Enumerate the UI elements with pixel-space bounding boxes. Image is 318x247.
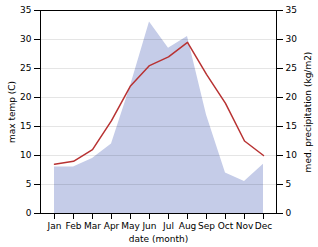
svg-text:25: 25 <box>20 63 31 73</box>
svg-text:date (month): date (month) <box>129 234 188 244</box>
svg-text:max temp (C): max temp (C) <box>7 81 17 143</box>
svg-text:25: 25 <box>286 63 297 73</box>
svg-text:Apr: Apr <box>104 221 120 231</box>
svg-text:20: 20 <box>286 92 298 102</box>
svg-text:Jul: Jul <box>162 221 174 231</box>
svg-text:10: 10 <box>286 150 298 160</box>
svg-text:Oct: Oct <box>218 221 234 231</box>
svg-text:15: 15 <box>286 121 297 131</box>
svg-text:0: 0 <box>26 208 32 218</box>
svg-text:0: 0 <box>286 208 292 218</box>
svg-text:30: 30 <box>286 34 298 44</box>
svg-text:15: 15 <box>20 121 31 131</box>
svg-text:5: 5 <box>286 179 292 189</box>
svg-text:Aug: Aug <box>179 221 197 231</box>
svg-text:Nov: Nov <box>236 221 254 231</box>
svg-text:May: May <box>121 221 140 231</box>
svg-text:Dec: Dec <box>255 221 272 231</box>
svg-text:35: 35 <box>20 5 31 15</box>
svg-text:Sep: Sep <box>198 221 215 231</box>
svg-text:35: 35 <box>286 5 297 15</box>
svg-text:Mar: Mar <box>84 221 101 231</box>
svg-text:med. precipitation (kg/m2): med. precipitation (kg/m2) <box>303 52 313 173</box>
svg-text:Jun: Jun <box>141 221 156 231</box>
svg-text:Feb: Feb <box>66 221 82 231</box>
svg-text:5: 5 <box>26 179 32 189</box>
svg-text:10: 10 <box>20 150 32 160</box>
svg-text:30: 30 <box>20 34 32 44</box>
svg-text:Jan: Jan <box>47 221 62 231</box>
svg-text:20: 20 <box>20 92 32 102</box>
